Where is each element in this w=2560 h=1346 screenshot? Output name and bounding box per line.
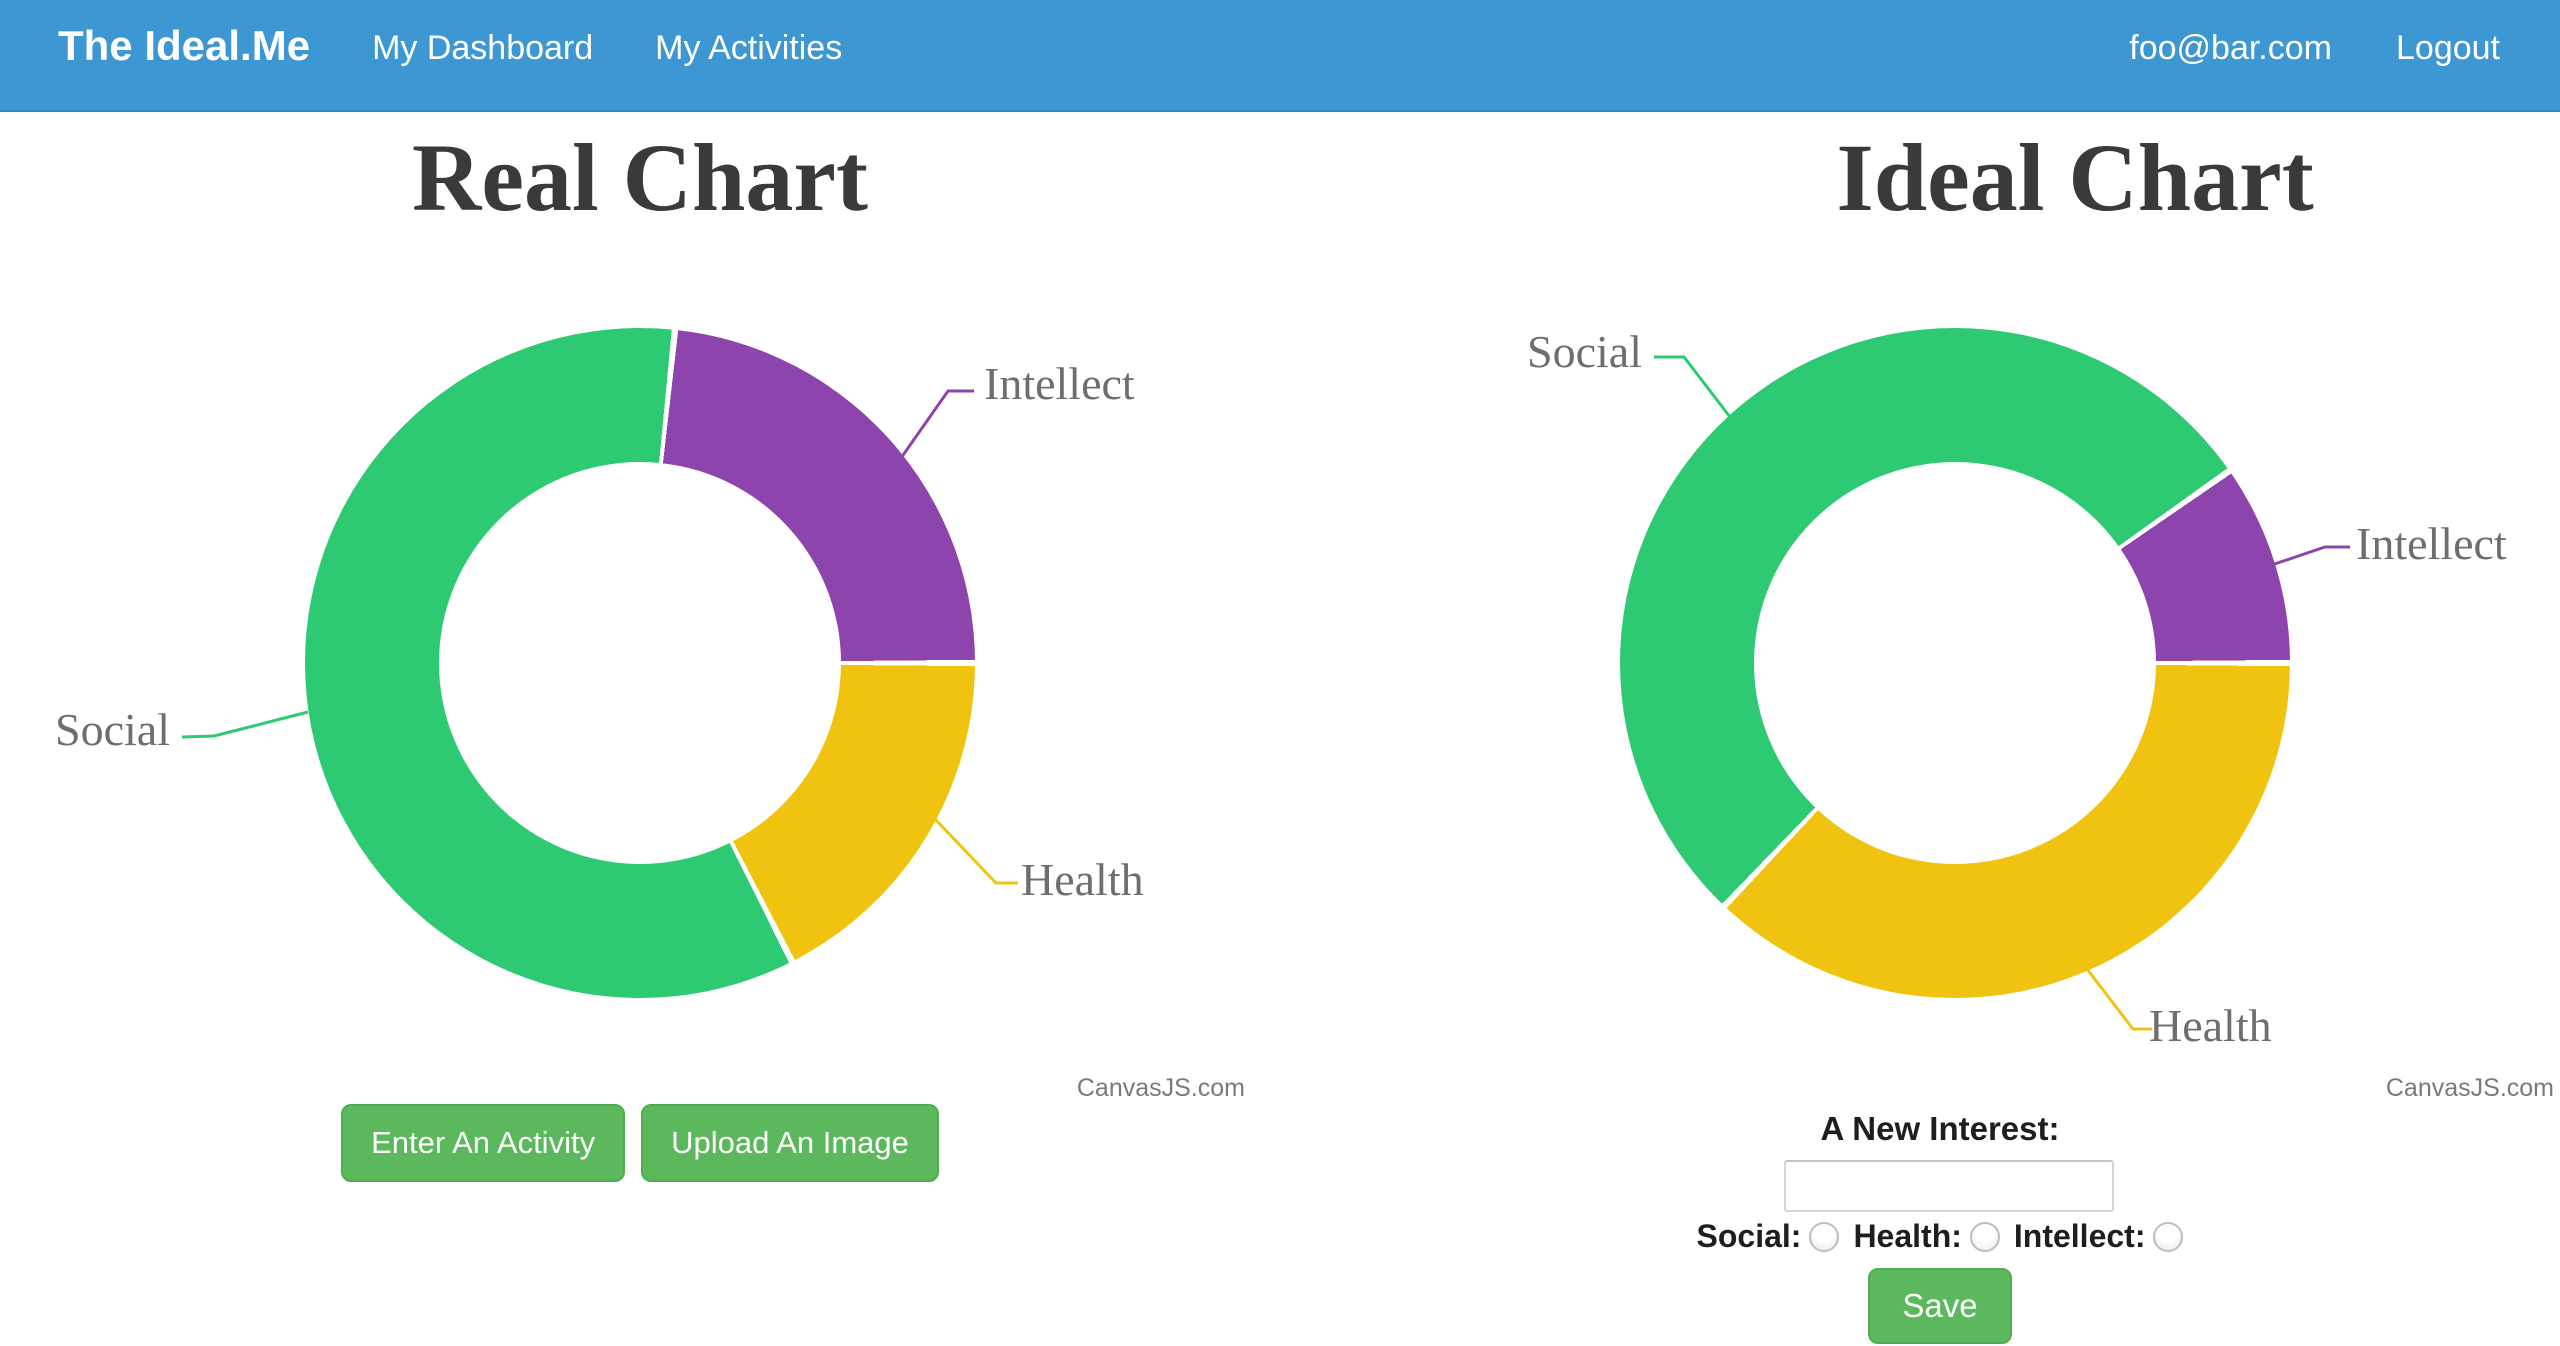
- ideal-doughnut-chart[interactable]: [1620, 328, 2290, 998]
- save-button[interactable]: Save: [1868, 1268, 2012, 1344]
- brand-logo[interactable]: The Ideal.Me: [58, 22, 311, 69]
- radio-social[interactable]: [1809, 1221, 1840, 1252]
- real-slice-label-social: Social: [55, 704, 170, 755]
- ideal-chart-title: Ideal Chart: [1836, 124, 2314, 231]
- new-interest-input[interactable]: [1784, 1160, 2114, 1212]
- radio-intellect[interactable]: [2153, 1221, 2184, 1252]
- interest-category-radios: Social: Health: Intellect:: [1300, 1218, 2560, 1255]
- nav-right: foo@bar.com Logout: [2129, 22, 2500, 74]
- leader-real-health: [932, 816, 1018, 885]
- nav-links: My Dashboard My Activities: [372, 22, 842, 74]
- radio-label-social: Social:: [1696, 1218, 1802, 1254]
- real-slice-label-intellect: Intellect: [984, 358, 1135, 409]
- logout-link[interactable]: Logout: [2396, 29, 2500, 67]
- real-chart-title: Real Chart: [412, 124, 868, 231]
- nav-item-my-activities[interactable]: My Activities: [655, 29, 843, 67]
- radio-health[interactable]: [1969, 1221, 2000, 1252]
- real-doughnut-hole: [439, 462, 841, 864]
- real-chart-actions: Enter An Activity Upload An Image: [0, 1104, 1280, 1182]
- new-interest-heading: A New Interest:: [1820, 1110, 2060, 1147]
- leader-real-intellect: [892, 389, 974, 469]
- radio-label-intellect: Intellect:: [2013, 1218, 2146, 1254]
- save-row: Save: [1300, 1268, 2560, 1344]
- ideal-slice-label-intellect: Intellect: [2356, 518, 2507, 569]
- user-email: foo@bar.com: [2129, 29, 2332, 67]
- ideal-slice-label-social: Social: [1527, 326, 1642, 377]
- leader-real-social: [181, 710, 309, 739]
- nav-item-my-dashboard[interactable]: My Dashboard: [372, 29, 594, 67]
- enter-activity-button[interactable]: Enter An Activity: [341, 1104, 626, 1182]
- canvasjs-credit-ideal[interactable]: CanvasJS.com: [2385, 1074, 2554, 1102]
- ideal-slice-label-health: Health: [2149, 1000, 2272, 1051]
- ideal-doughnut-hole: [1754, 462, 2156, 864]
- upload-image-button[interactable]: Upload An Image: [641, 1104, 939, 1182]
- navbar: The Ideal.Me My Dashboard My Activities …: [0, 0, 2560, 112]
- canvasjs-credit-real[interactable]: CanvasJS.com: [1076, 1074, 1245, 1102]
- radio-label-health: Health:: [1853, 1218, 1962, 1254]
- real-slice-label-health: Health: [1021, 854, 1144, 905]
- real-doughnut-chart[interactable]: [305, 328, 975, 998]
